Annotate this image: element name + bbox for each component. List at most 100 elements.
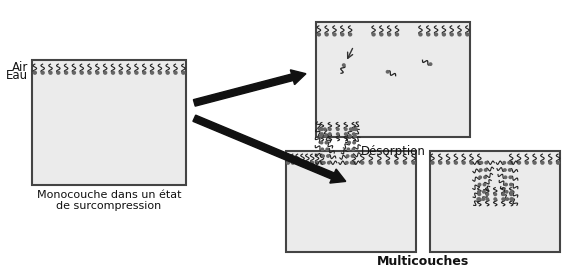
Circle shape: [505, 190, 509, 194]
Circle shape: [323, 127, 327, 131]
Circle shape: [485, 192, 489, 196]
Circle shape: [322, 161, 326, 165]
Circle shape: [350, 161, 354, 165]
Circle shape: [426, 32, 431, 36]
Circle shape: [134, 71, 139, 75]
Circle shape: [483, 175, 487, 179]
Circle shape: [434, 32, 439, 36]
Circle shape: [478, 168, 482, 172]
Circle shape: [509, 190, 513, 194]
Circle shape: [501, 197, 505, 201]
Circle shape: [385, 70, 389, 74]
Circle shape: [325, 147, 329, 151]
Circle shape: [351, 147, 355, 151]
Text: Multicouches: Multicouches: [377, 255, 469, 268]
Circle shape: [485, 197, 489, 201]
Circle shape: [317, 32, 321, 36]
Circle shape: [64, 71, 69, 75]
Circle shape: [142, 71, 147, 75]
Circle shape: [369, 161, 373, 165]
Circle shape: [501, 192, 505, 196]
Circle shape: [484, 161, 488, 165]
Circle shape: [479, 161, 483, 165]
Circle shape: [318, 127, 322, 131]
Circle shape: [79, 71, 84, 75]
Circle shape: [349, 127, 353, 131]
Circle shape: [454, 161, 458, 165]
FancyArrow shape: [194, 70, 306, 106]
Circle shape: [320, 147, 324, 151]
Circle shape: [342, 63, 346, 67]
Circle shape: [505, 197, 509, 201]
Circle shape: [324, 32, 329, 36]
Circle shape: [394, 161, 399, 165]
Circle shape: [431, 161, 435, 165]
FancyArrow shape: [193, 115, 346, 183]
Circle shape: [328, 127, 332, 131]
Circle shape: [320, 161, 324, 165]
Circle shape: [481, 197, 485, 201]
Text: Monocouche dans un état
de surcompression: Monocouche dans un état de surcompressio…: [37, 189, 182, 211]
Circle shape: [353, 134, 357, 138]
Bar: [431, 151, 560, 252]
Circle shape: [300, 161, 305, 165]
Circle shape: [509, 183, 513, 187]
Circle shape: [509, 192, 513, 196]
Circle shape: [386, 161, 390, 165]
Circle shape: [532, 161, 537, 165]
Circle shape: [348, 134, 352, 138]
Circle shape: [493, 197, 497, 201]
Circle shape: [477, 197, 481, 201]
Circle shape: [174, 71, 178, 75]
Circle shape: [319, 134, 323, 138]
Circle shape: [348, 32, 352, 36]
Circle shape: [166, 71, 170, 75]
Circle shape: [477, 192, 481, 196]
Circle shape: [504, 183, 508, 187]
Bar: [316, 22, 471, 137]
Text: Air: Air: [11, 61, 28, 75]
Circle shape: [345, 161, 349, 165]
Circle shape: [326, 154, 330, 158]
Circle shape: [332, 32, 337, 36]
Circle shape: [502, 161, 506, 165]
Circle shape: [344, 127, 348, 131]
Circle shape: [477, 183, 481, 187]
Circle shape: [469, 161, 474, 165]
Circle shape: [517, 161, 521, 165]
Circle shape: [493, 192, 497, 196]
Circle shape: [465, 32, 469, 36]
Circle shape: [548, 161, 552, 165]
Circle shape: [403, 161, 407, 165]
Circle shape: [540, 161, 545, 165]
Text: Eau: Eau: [6, 69, 28, 82]
Circle shape: [509, 161, 513, 165]
Circle shape: [352, 141, 356, 144]
Circle shape: [438, 161, 443, 165]
Circle shape: [476, 197, 480, 201]
Circle shape: [336, 127, 340, 131]
Circle shape: [478, 175, 482, 179]
Bar: [32, 60, 186, 185]
Circle shape: [41, 71, 45, 75]
Circle shape: [352, 161, 356, 165]
Circle shape: [95, 71, 99, 75]
Circle shape: [352, 132, 356, 136]
Circle shape: [315, 161, 319, 165]
Circle shape: [482, 183, 486, 187]
Circle shape: [351, 154, 355, 158]
Circle shape: [477, 161, 481, 165]
Circle shape: [387, 32, 391, 36]
Circle shape: [340, 32, 344, 36]
Circle shape: [347, 141, 351, 144]
Circle shape: [354, 127, 358, 131]
Circle shape: [508, 168, 512, 172]
Circle shape: [510, 197, 514, 201]
Circle shape: [126, 71, 131, 75]
Circle shape: [509, 197, 513, 201]
Circle shape: [158, 71, 162, 75]
Circle shape: [119, 71, 123, 75]
Circle shape: [461, 161, 466, 165]
Circle shape: [291, 161, 295, 165]
Circle shape: [33, 71, 37, 75]
